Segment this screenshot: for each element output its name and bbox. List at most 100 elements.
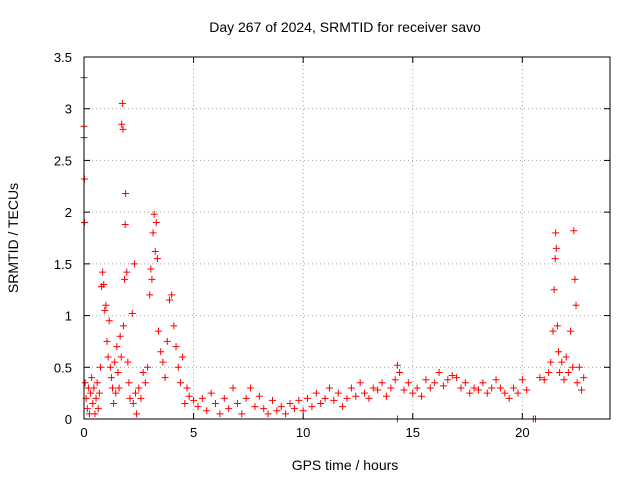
data-point xyxy=(523,386,531,394)
data-point xyxy=(118,120,126,128)
data-point xyxy=(94,405,102,413)
chart-title: Day 267 of 2024, SRMTID for receiver sav… xyxy=(209,19,481,35)
data-point xyxy=(572,301,580,309)
data-point xyxy=(179,353,187,361)
data-point xyxy=(365,394,373,402)
data-point xyxy=(312,389,320,397)
data-point xyxy=(361,389,369,397)
data-point xyxy=(550,286,558,294)
data-point xyxy=(295,396,303,404)
data-point xyxy=(128,310,136,318)
data-point xyxy=(514,389,522,397)
data-point xyxy=(560,376,568,384)
data-point xyxy=(556,368,564,376)
data-point xyxy=(483,389,491,397)
data-point xyxy=(194,403,202,411)
data-point xyxy=(255,392,263,400)
data-point xyxy=(382,392,390,400)
data-point xyxy=(92,394,100,402)
data-point xyxy=(571,275,579,283)
data-point xyxy=(99,268,107,276)
data-point xyxy=(470,384,478,392)
data-point xyxy=(569,363,577,371)
data-point xyxy=(216,410,224,418)
data-point xyxy=(330,396,338,404)
data-point xyxy=(121,275,129,283)
x-tick-label: 0 xyxy=(80,425,87,440)
data-point xyxy=(125,379,133,387)
data-point xyxy=(123,268,131,276)
x-tick-label: 15 xyxy=(406,425,420,440)
data-point xyxy=(308,403,316,411)
data-point xyxy=(242,394,250,402)
data-point xyxy=(492,376,500,384)
data-point xyxy=(159,358,167,366)
data-point xyxy=(448,372,456,380)
data-point xyxy=(161,374,169,382)
y-axis-label: SRMTID / TECUs xyxy=(5,183,21,293)
data-point xyxy=(439,382,447,390)
data-point xyxy=(137,394,145,402)
data-point xyxy=(126,394,134,402)
data-point xyxy=(91,410,99,418)
data-point xyxy=(121,221,129,229)
data-point xyxy=(510,384,518,392)
data-point xyxy=(96,363,104,371)
data-point xyxy=(343,394,351,402)
data-point xyxy=(479,379,487,387)
data-point xyxy=(290,405,298,413)
data-points xyxy=(80,74,588,423)
data-point xyxy=(132,389,140,397)
data-point xyxy=(148,275,156,283)
x-tick-label: 5 xyxy=(190,425,197,440)
data-point xyxy=(238,410,246,418)
y-tick-label: 0.5 xyxy=(54,360,72,375)
data-point xyxy=(174,363,182,371)
data-point xyxy=(198,394,206,402)
data-point xyxy=(168,291,176,299)
data-point xyxy=(185,392,193,400)
data-point xyxy=(135,384,143,392)
data-point xyxy=(549,327,557,335)
y-tick-label: 3.5 xyxy=(54,50,72,65)
data-point xyxy=(220,394,228,402)
data-point xyxy=(124,358,132,366)
data-point xyxy=(106,363,114,371)
data-point xyxy=(567,327,575,335)
data-point xyxy=(325,384,333,392)
data-point xyxy=(466,389,474,397)
data-point xyxy=(457,384,465,392)
data-point xyxy=(580,374,588,382)
data-point xyxy=(518,376,526,384)
data-point xyxy=(321,394,329,402)
data-point xyxy=(139,368,147,376)
data-point xyxy=(95,389,103,397)
data-point xyxy=(108,384,116,392)
data-point xyxy=(552,229,560,237)
data-point xyxy=(413,384,421,392)
data-point xyxy=(378,379,386,387)
data-point xyxy=(149,229,157,237)
data-point xyxy=(453,374,461,382)
data-point xyxy=(129,399,137,407)
data-point xyxy=(147,265,155,273)
data-point xyxy=(117,353,125,361)
data-point xyxy=(400,386,408,394)
data-point xyxy=(113,343,121,351)
data-point xyxy=(115,384,123,392)
data-point xyxy=(356,379,364,387)
data-point xyxy=(176,379,184,387)
data-point xyxy=(81,379,89,387)
data-point xyxy=(264,410,272,418)
data-point xyxy=(299,407,307,415)
data-point xyxy=(150,210,158,218)
data-point xyxy=(277,403,285,411)
data-point xyxy=(181,399,189,407)
data-point xyxy=(268,396,276,404)
data-point xyxy=(475,386,482,394)
data-point xyxy=(165,296,173,304)
data-point xyxy=(391,376,399,384)
data-point xyxy=(118,100,126,108)
data-point xyxy=(488,384,496,392)
x-axis-label: GPS time / hours xyxy=(292,457,399,473)
